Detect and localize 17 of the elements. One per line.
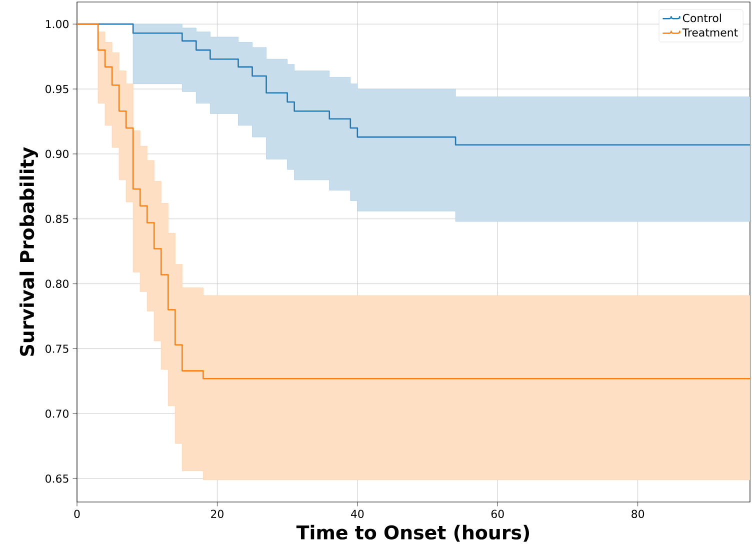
x-tick-label: 0 [74, 510, 80, 518]
y-axis-title: Survival Probability [20, 147, 38, 356]
legend-label: Control [682, 14, 721, 22]
y-tick-label: 0.85 [46, 214, 68, 224]
y-tick-label: 1.00 [46, 20, 68, 28]
y-tick-label: 0.90 [46, 150, 68, 158]
legend-label: Treatment [682, 28, 738, 37]
x-axis-title: Time to Onset (hours) [296, 524, 530, 542]
x-tick-label: 60 [491, 510, 504, 518]
y-tick-label: 0.80 [46, 280, 68, 288]
y-tick-label: 0.65 [46, 474, 68, 483]
y-tick-label: 0.70 [46, 410, 68, 418]
y-tick-label: 0.95 [46, 84, 68, 94]
y-tick-label: 0.75 [46, 344, 68, 353]
x-tick-label: 80 [632, 510, 644, 518]
x-tick-label: 40 [350, 510, 364, 518]
x-tick-label: 20 [211, 510, 224, 518]
